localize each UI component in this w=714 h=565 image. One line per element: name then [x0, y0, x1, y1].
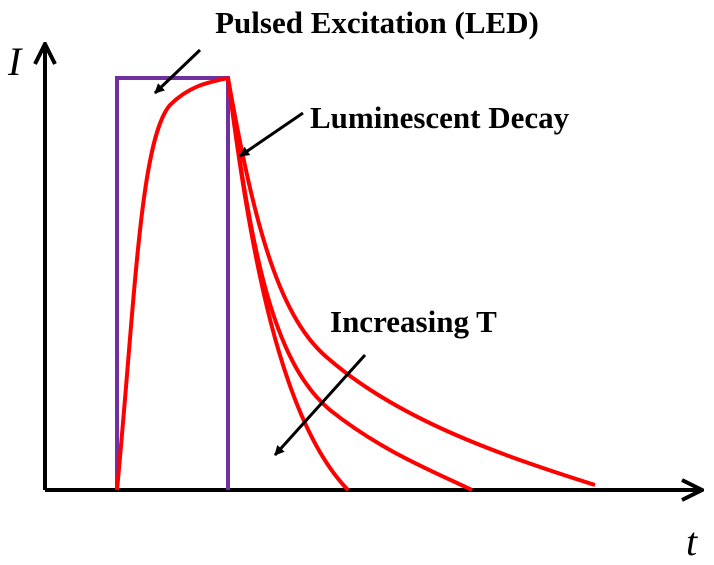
decay-curve	[226, 77, 596, 487]
title: Pulsed Excitation (LED)	[215, 5, 539, 40]
x-axis-label: t	[686, 519, 698, 564]
annotation: Increasing T	[330, 304, 497, 339]
decay-curve	[226, 77, 473, 492]
luminescence-rise	[115, 76, 229, 491]
pointer-arrow	[273, 353, 367, 457]
y-axis-label: I	[7, 39, 23, 84]
pointer-arrow	[153, 48, 202, 95]
annotation: Luminescent Decay	[310, 100, 570, 135]
decay-curve	[226, 77, 350, 492]
pointer-arrow	[239, 111, 304, 158]
